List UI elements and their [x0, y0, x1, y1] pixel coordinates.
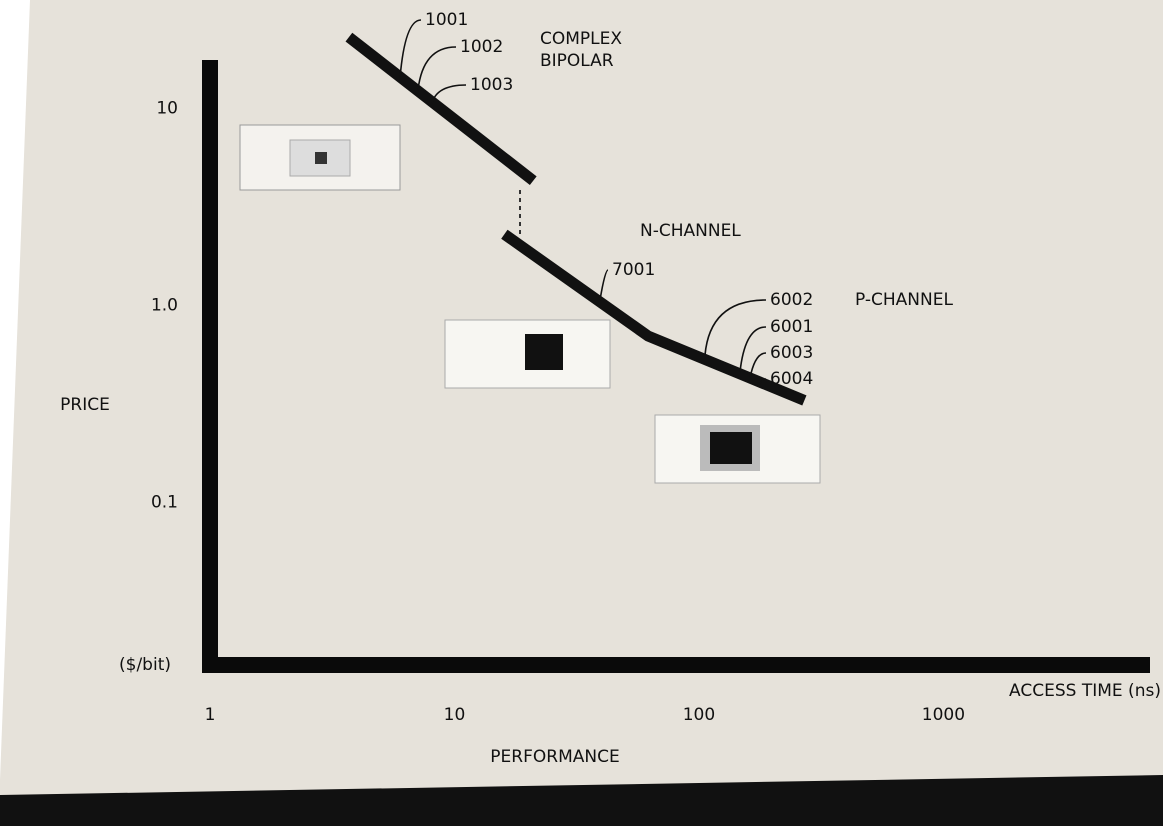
annotation-arrow — [705, 300, 766, 355]
y-unit: ($/bit) — [119, 655, 171, 675]
page-edge — [0, 0, 30, 780]
x-tick-label: 100 — [683, 705, 715, 725]
annotation: 1001 — [425, 10, 468, 30]
y-label: PRICE — [60, 395, 110, 415]
annotation: 6001 — [770, 317, 813, 337]
x-tick-label: 10 — [444, 705, 466, 725]
annotation: 7001 — [612, 260, 655, 280]
bottom-border — [0, 775, 1163, 826]
chip — [445, 320, 610, 388]
annotation: 6003 — [770, 343, 813, 363]
x-unit: ACCESS TIME (ns) — [1005, 680, 1163, 702]
chip — [240, 125, 400, 190]
y-tick-label: 0.1 — [151, 493, 178, 513]
x-tick-label: 1 — [205, 705, 216, 725]
chart-page: ($/bit) PRICE PERFORMANCE 0.1 1.0 10 1 10 100… — [0, 0, 1163, 826]
annotation-arrow — [600, 270, 608, 300]
x-tick-label: 1000 — [922, 705, 965, 725]
chip — [655, 415, 820, 483]
annotation: 1002 — [460, 37, 503, 57]
y-tick-label: 10 — [156, 98, 178, 118]
series-label: COMPLEX BIPOLAR — [540, 28, 640, 72]
x-label: PERFORMANCE — [490, 747, 619, 767]
annotation: 6004 — [770, 369, 813, 389]
annotation: 1003 — [470, 75, 513, 95]
chart: ($/bit) PRICE PERFORMANCE 0.1 1.0 10 1 10 100… — [0, 0, 1163, 826]
annotation: P-CHANNEL — [855, 290, 953, 310]
annotation: 6002 — [770, 290, 813, 310]
annotation-arrow — [400, 20, 421, 78]
annotation-arrow — [418, 47, 456, 90]
y-tick-label: 1.0 — [151, 296, 178, 316]
series-label: N-CHANNEL — [640, 220, 741, 242]
